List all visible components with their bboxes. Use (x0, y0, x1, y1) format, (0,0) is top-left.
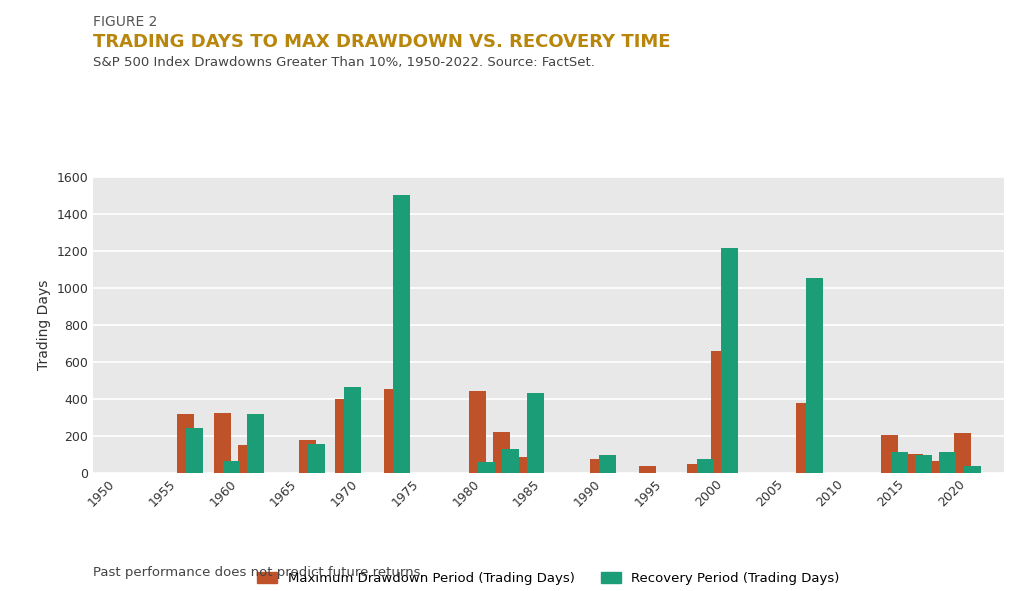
Text: FIGURE 2: FIGURE 2 (93, 15, 157, 29)
Bar (223, 461, 240, 473)
Bar (930, 461, 947, 473)
Bar (940, 452, 956, 473)
Bar (797, 402, 814, 473)
Bar (247, 414, 264, 473)
Bar (345, 387, 361, 473)
Bar (687, 465, 704, 473)
Bar (954, 433, 971, 473)
Bar (806, 278, 823, 473)
Text: S&P 500 Index Drawdowns Greater Than 10%, 1950-2022. Source: FactSet.: S&P 500 Index Drawdowns Greater Than 10%… (93, 56, 595, 69)
Bar (308, 444, 325, 473)
Bar (213, 413, 231, 473)
Text: TRADING DAYS TO MAX DRAWDOWN VS. RECOVERY TIME: TRADING DAYS TO MAX DRAWDOWN VS. RECOVER… (93, 33, 671, 50)
Bar (891, 453, 908, 473)
Bar (882, 435, 898, 473)
Bar (384, 389, 401, 473)
Bar (711, 351, 729, 473)
Bar (599, 455, 617, 473)
Bar (590, 459, 607, 473)
Y-axis label: Trading Days: Trading Days (37, 280, 51, 370)
Bar (527, 394, 543, 473)
Bar (238, 445, 255, 473)
Text: Past performance does not predict future returns.: Past performance does not predict future… (93, 566, 424, 579)
Bar (720, 248, 738, 473)
Bar (335, 399, 352, 473)
Bar (478, 462, 495, 473)
Bar (518, 457, 534, 473)
Bar (639, 466, 655, 473)
Bar (906, 454, 923, 473)
Bar (915, 455, 933, 473)
Bar (298, 440, 316, 473)
Bar (469, 391, 485, 473)
Bar (697, 459, 713, 473)
Bar (177, 414, 195, 473)
Bar (393, 195, 410, 473)
Legend: Maximum Drawdown Period (Trading Days), Recovery Period (Trading Days): Maximum Drawdown Period (Trading Days), … (253, 566, 845, 590)
Bar (964, 466, 981, 473)
Bar (502, 449, 520, 473)
Bar (493, 432, 510, 473)
Bar (186, 427, 204, 473)
